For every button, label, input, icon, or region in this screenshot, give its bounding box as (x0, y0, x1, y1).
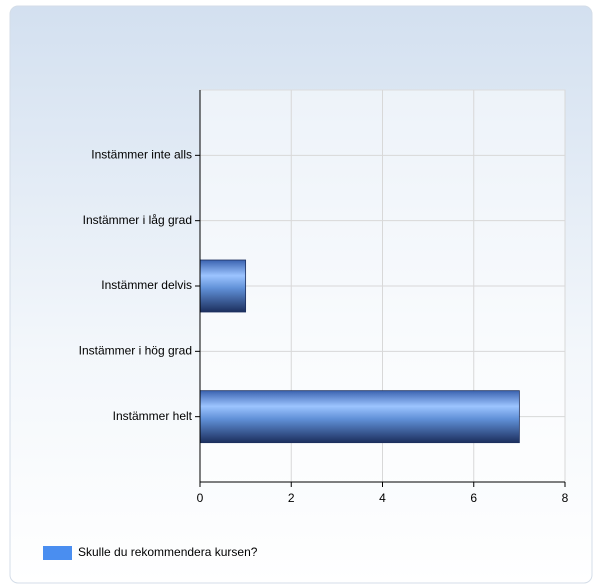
legend-swatch (43, 546, 72, 560)
y-tick-label: Instämmer inte alls (91, 148, 192, 162)
x-tick-label: 4 (379, 491, 386, 505)
bar (199, 390, 520, 444)
y-tick-label: Instämmer i hög grad (79, 344, 192, 358)
x-tick-label: 2 (288, 491, 295, 505)
y-tick-label: Instämmer helt (113, 409, 193, 423)
y-tick-label: Instämmer delvis (101, 278, 192, 292)
x-tick-label: 8 (562, 491, 569, 505)
y-tick-label: Instämmer i låg grad (83, 213, 192, 227)
bar (199, 259, 247, 313)
legend-label: Skulle du rekommendera kursen? (78, 545, 258, 559)
x-tick-label: 0 (197, 491, 204, 505)
x-tick-label: 6 (470, 491, 477, 505)
